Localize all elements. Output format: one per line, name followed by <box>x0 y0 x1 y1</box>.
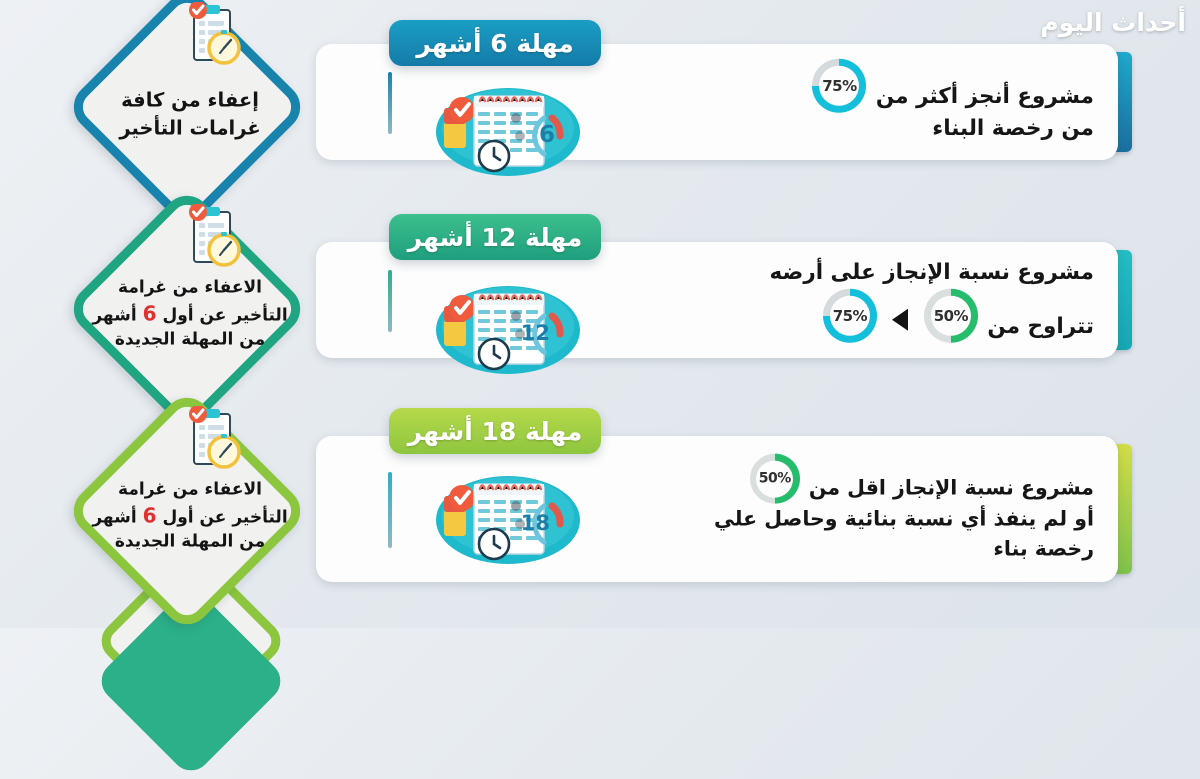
stopwatch-icon <box>207 30 241 65</box>
condition-line-1-text: مشروع نسبة الإنجاز على أرضه <box>769 259 1095 285</box>
condition-text-2: مشروع نسبة الإنجاز على أرضه تتراوح من 50… <box>420 257 1094 344</box>
donut-label-75-r1: 75% <box>819 65 860 106</box>
diamond-text-1: إعفاء من كافة غرامات التأخير <box>74 87 306 144</box>
condition-line-2-text: من رخصة البناء <box>932 116 1094 141</box>
benefit-diamond-2: الاعفاء من غرامة التأخير عن أول 6 أشهر م… <box>63 185 311 433</box>
diamond-line-3: من المهلة الجديدة <box>114 329 266 350</box>
donut-chart-75-r2: 75% <box>822 289 877 343</box>
clipboard-icon <box>180 203 244 274</box>
timeline-row-3: مشروع نسبة الإنجاز اقل من 50% أو لم ينفذ… <box>0 387 1200 635</box>
card-tab-1 <box>1110 52 1132 152</box>
calendar-number-3: 18 <box>521 511 550 535</box>
condition-text-3: مشروع نسبة الإنجاز اقل من 50% أو لم ينفذ… <box>420 453 1094 565</box>
donut-label-50-r3: 50% <box>756 460 794 498</box>
diamond-number: 6 <box>142 301 157 326</box>
benefit-diamond-3: الاعفاء من غرامة التأخير عن أول 6 أشهر م… <box>63 387 311 635</box>
card-divider-3 <box>388 472 392 548</box>
diamond-line-3: من المهلة الجديدة <box>114 531 266 552</box>
calendar-illustration-3: 18 <box>424 462 586 572</box>
condition-line-1-text: مشروع نسبة الإنجاز اقل من <box>808 475 1094 500</box>
diamond-line-1: الاعفاء من غرامة <box>118 277 262 298</box>
calendar-illustration-2: 12 <box>424 272 586 382</box>
diamond-line-2: غرامات التأخير <box>119 117 261 141</box>
donut-label-50-r2: 50% <box>930 296 971 336</box>
condition-line-1-text: مشروع أنجز أكثر من <box>875 83 1094 109</box>
stopwatch-icon <box>207 434 241 469</box>
timeline-row-1: مشروع أنجز أكثر من 75% من رخصة البناء مه… <box>0 0 1200 231</box>
diamond-line-2: التأخير عن أول 6 أشهر <box>92 301 288 326</box>
condition-line-2-text: أو لم ينفذ أي نسبة بنائية وحاصل علي <box>713 506 1094 531</box>
benefit-diamond-1: إعفاء من كافة غرامات التأخير <box>63 0 311 231</box>
diamond-number: 6 <box>142 503 157 528</box>
clipboard-icon <box>180 1 244 72</box>
deadline-pill-2[interactable]: مهلة 12 أشهر <box>389 214 601 260</box>
calendar-number-1: 6 <box>539 122 555 148</box>
arrow-left-icon <box>892 309 909 331</box>
card-tab-3 <box>1110 444 1132 574</box>
diamond-text-3: الاعفاء من غرامة التأخير عن أول 6 أشهر م… <box>74 477 306 554</box>
condition-text-1: مشروع أنجز أكثر من 75% من رخصة البناء <box>420 58 1094 146</box>
condition-line-3-text: رخصة بناء <box>993 537 1094 561</box>
clipboard-icon <box>180 405 244 476</box>
watermark-label: أحداث اليوم <box>1040 8 1186 37</box>
timeline-row-2: مشروع نسبة الإنجاز على أرضه تتراوح من 50… <box>0 185 1200 433</box>
card-divider-2 <box>388 270 392 332</box>
calendar-number-2: 12 <box>521 321 550 345</box>
card-tab-2 <box>1110 250 1132 350</box>
card-divider-1 <box>388 72 392 134</box>
donut-label-75-r2: 75% <box>829 296 870 336</box>
diamond-line-1: الاعفاء من غرامة <box>118 479 262 500</box>
stopwatch-icon <box>207 232 241 267</box>
diamond-line-1: إعفاء من كافة <box>121 88 259 112</box>
donut-chart-50-r2: 50% <box>923 289 978 343</box>
donut-chart-50-r3: 50% <box>749 453 800 504</box>
condition-line-2-text: تتراوح من <box>987 314 1094 339</box>
diamond-text-2: الاعفاء من غرامة التأخير عن أول 6 أشهر م… <box>74 275 306 352</box>
deadline-pill-1[interactable]: مهلة 6 أشهر <box>389 20 601 66</box>
donut-chart-75-r1: 75% <box>812 58 867 113</box>
calendar-illustration-1: 6 <box>424 74 586 184</box>
diamond-line-2: التأخير عن أول 6 أشهر <box>92 503 288 528</box>
deadline-pill-3[interactable]: مهلة 18 أشهر <box>389 408 601 454</box>
